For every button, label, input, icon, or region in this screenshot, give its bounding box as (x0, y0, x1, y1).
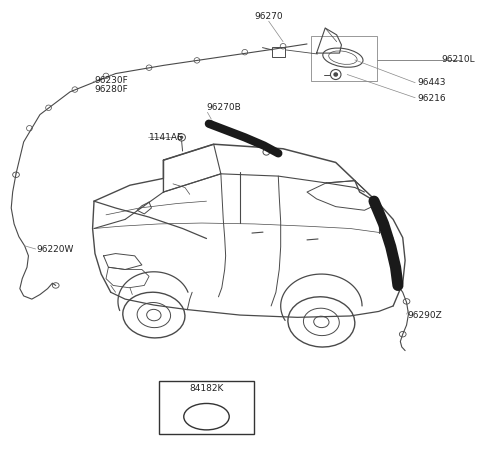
Text: 96280F: 96280F (94, 85, 128, 94)
Text: 96220W: 96220W (36, 244, 74, 254)
Text: 84182K: 84182K (189, 384, 224, 393)
Bar (311, 36, 377, 81)
Text: 96270: 96270 (254, 12, 283, 21)
Text: 96230F: 96230F (94, 76, 128, 85)
Text: 96216: 96216 (417, 94, 446, 103)
Ellipse shape (180, 136, 183, 139)
Bar (272, 47, 286, 57)
Bar (158, 381, 254, 435)
Text: 1141AE: 1141AE (149, 133, 184, 142)
Text: 96210L: 96210L (441, 55, 475, 64)
Text: 96290Z: 96290Z (408, 311, 442, 319)
Text: 96443: 96443 (417, 78, 445, 87)
Text: 96270B: 96270B (206, 103, 241, 112)
Ellipse shape (333, 72, 338, 77)
